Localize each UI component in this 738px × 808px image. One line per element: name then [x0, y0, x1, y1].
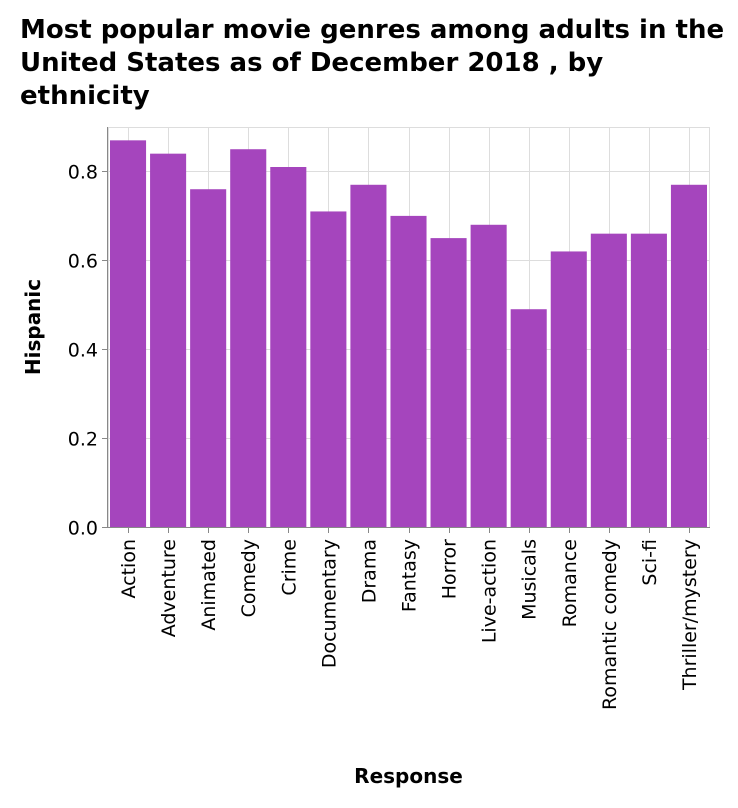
y-tick-label: 0.8 [68, 162, 98, 184]
y-axis-title: Hispanic [21, 279, 45, 375]
y-tick-label: 0.0 [68, 518, 98, 540]
bar [110, 140, 147, 528]
x-tick-label: Animated [198, 539, 220, 631]
y-tick-label: 0.6 [68, 251, 98, 273]
bars [110, 140, 707, 528]
bar [190, 189, 227, 527]
bar [550, 251, 587, 527]
x-tick-label: Documentary [318, 539, 340, 668]
x-tick-label: Crime [278, 539, 300, 596]
x-tick-label: Horror [439, 539, 461, 599]
bar [150, 153, 187, 527]
x-tick-label: Romance [559, 539, 581, 627]
chart-title: Most popular movie genres among adults i… [20, 15, 725, 111]
y-tick-label: 0.2 [68, 429, 98, 451]
bar [630, 233, 667, 527]
tick-labels: 0.0 0.2 0.4 0.6 0.8 Action Adventure Animated Co… [68, 162, 701, 710]
bar [230, 149, 267, 527]
x-tick-label: Fantasy [399, 539, 421, 612]
bar [310, 211, 347, 527]
x-tick-label: Romantic comedy [599, 539, 621, 710]
x-tick-label: Drama [358, 539, 380, 603]
x-tick-label: Comedy [238, 539, 260, 617]
bar [350, 184, 387, 527]
bar [670, 184, 707, 527]
bar [270, 167, 307, 527]
axes [102, 127, 710, 533]
x-tick-label: Sci-fi [639, 539, 661, 586]
bar [590, 233, 627, 527]
bar [510, 309, 547, 527]
y-tick-label: 0.4 [68, 340, 98, 362]
x-tick-label: Adventure [158, 539, 180, 637]
bar [430, 238, 467, 527]
x-tick-label: Thriller/mystery [679, 539, 701, 691]
x-tick-label: Action [118, 539, 140, 599]
x-tick-label: Live-action [479, 539, 501, 643]
x-axis-title: Response [354, 764, 463, 788]
bar [470, 224, 507, 527]
x-tick-label: Musicals [519, 539, 541, 620]
bar [390, 215, 427, 527]
